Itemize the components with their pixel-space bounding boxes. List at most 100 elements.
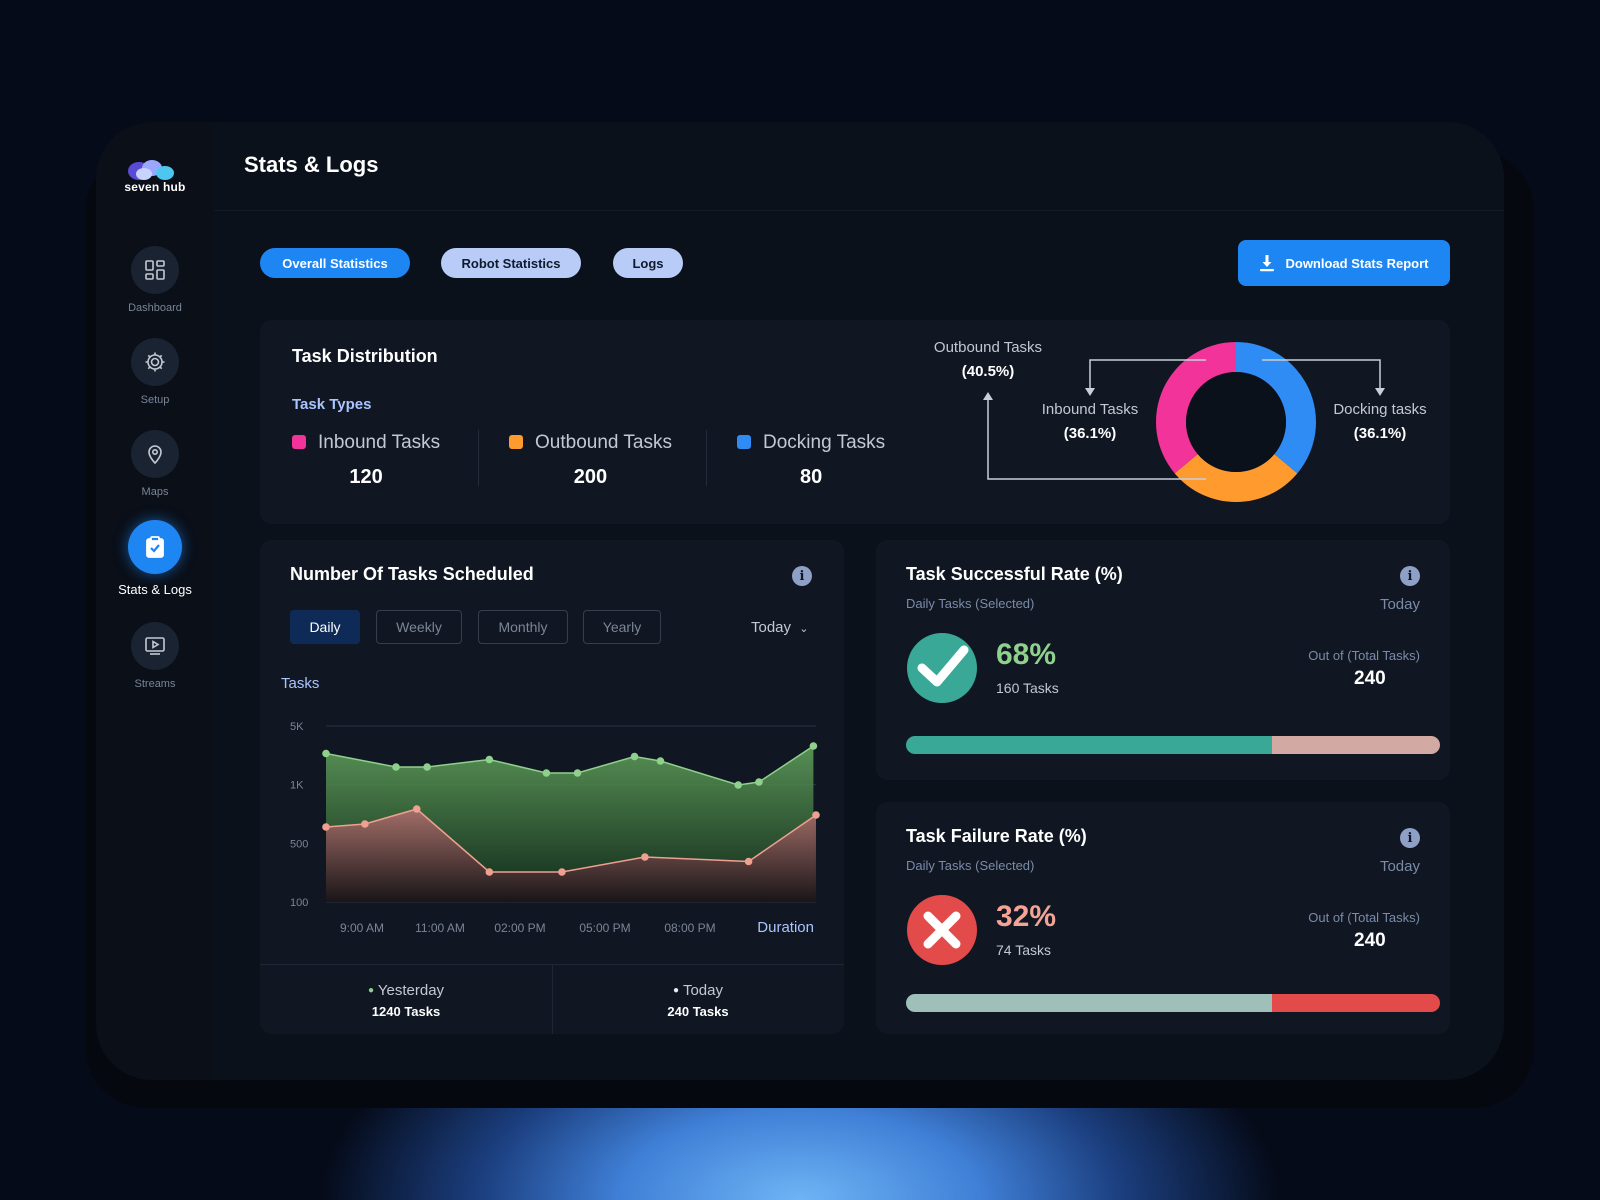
tab-logs[interactable]: Logs <box>613 248 683 278</box>
data-point[interactable] <box>322 749 330 758</box>
data-point[interactable] <box>423 763 431 771</box>
legend-inbound: Inbound Tasks 120 <box>292 432 440 489</box>
period-monthly[interactable]: Monthly <box>478 610 568 644</box>
data-point[interactable] <box>558 868 566 876</box>
task-distribution-card: Task Distribution Task Types Inbound Tas… <box>260 320 1450 524</box>
donut-slice-outbound[interactable] <box>1174 454 1298 503</box>
legend-label: Inbound Tasks <box>318 432 441 453</box>
sidebar-item-streams[interactable]: Streams <box>96 622 214 690</box>
data-point[interactable] <box>573 769 582 777</box>
x-tick-label: 08:00 PM <box>664 921 715 935</box>
footer-today: ● Today 240 Tasks <box>552 982 844 1019</box>
app-logo[interactable]: seven hub <box>120 158 190 194</box>
x-tick-label: 11:00 AM <box>415 921 465 935</box>
info-icon[interactable]: i <box>1400 566 1420 586</box>
success-rate-card: Task Successful Rate (%) i Daily Tasks (… <box>876 540 1450 780</box>
failure-total: 240 <box>1354 930 1386 951</box>
data-point[interactable] <box>744 857 753 866</box>
sidebar: seven hub Dashboard Setup <box>96 122 214 1080</box>
data-point[interactable] <box>630 752 639 761</box>
sidebar-item-setup[interactable]: Setup <box>96 338 214 406</box>
docking-swatch <box>737 435 751 449</box>
y-tick-label: 1K <box>290 780 304 792</box>
dashboard-icon <box>131 246 179 294</box>
footer-divider-vertical <box>552 964 553 1034</box>
legend-docking: Docking Tasks 80 <box>737 432 885 489</box>
sidebar-item-dashboard[interactable]: Dashboard <box>96 246 214 314</box>
y-tick-label: 5K <box>290 721 304 733</box>
data-point[interactable] <box>322 823 330 831</box>
tab-overall-statistics[interactable]: Overall Statistics <box>260 248 410 278</box>
tab-robot-statistics[interactable]: Robot Statistics <box>441 248 581 278</box>
success-period: Today <box>1379 596 1420 613</box>
tasks-area-chart: Tasks 5K 1K 500 100 9:00 AM 11:00 AM 02:00 PM… <box>281 675 820 936</box>
data-point[interactable] <box>755 778 763 786</box>
success-progress-bar <box>906 736 1440 754</box>
failure-progress-bar <box>906 994 1440 1012</box>
map-pin-icon <box>131 430 179 478</box>
legend-divider <box>706 430 707 486</box>
sidebar-item-stats-logs[interactable]: Stats & Logs <box>96 520 214 597</box>
x-circle-icon <box>907 895 977 965</box>
success-progress-rest <box>1271 736 1440 754</box>
donut-slice-inbound[interactable] <box>1156 342 1236 474</box>
period-weekly[interactable]: Weekly <box>376 610 462 644</box>
donut-hole <box>1186 372 1286 472</box>
data-point[interactable] <box>641 853 649 861</box>
sidebar-item-label: Maps <box>141 486 169 498</box>
donut-slice-docking[interactable] <box>1236 342 1316 474</box>
series-area-1 <box>326 809 816 902</box>
legend-value: 80 <box>799 466 823 488</box>
legend-value: 200 <box>573 466 608 488</box>
legend-label: Outbound Tasks <box>535 432 672 453</box>
task-types-label: Task Types <box>292 396 372 413</box>
callout-value: (36.1%) <box>1063 425 1117 442</box>
callout-label: Inbound Tasks <box>1041 401 1139 418</box>
callout-value: (36.1%) <box>1353 425 1407 442</box>
chevron-down-icon: ⌄ <box>799 623 809 635</box>
x-tick-label: 02:00 PM <box>494 921 545 935</box>
failure-rate-title: Task Failure Rate (%) <box>906 826 1087 846</box>
callout-label: Docking tasks <box>1333 401 1427 418</box>
footer-value: 240 Tasks <box>667 1004 729 1019</box>
callout-lines <box>987 359 1381 480</box>
data-point[interactable] <box>485 868 494 876</box>
dot-icon: ● <box>673 985 680 996</box>
range-select[interactable]: Today ⌄ <box>751 619 808 636</box>
data-point[interactable] <box>734 781 743 789</box>
success-tasks: 160 Tasks <box>996 680 1059 696</box>
period-daily[interactable]: Daily <box>290 610 360 644</box>
data-point[interactable] <box>812 811 820 819</box>
data-point[interactable] <box>392 763 400 771</box>
data-point[interactable] <box>485 755 494 764</box>
success-total: 240 <box>1354 668 1386 689</box>
data-point[interactable] <box>412 805 421 813</box>
legend-value: 120 <box>349 466 383 488</box>
outbound-swatch <box>509 435 523 449</box>
data-point[interactable] <box>656 757 665 765</box>
x-tick-label: 9:00 AM <box>340 921 384 935</box>
sidebar-item-maps[interactable]: Maps <box>96 430 214 498</box>
tasks-scheduled-title: Number Of Tasks Scheduled <box>290 564 534 584</box>
legend-divider <box>478 430 479 486</box>
success-rate-title: Task Successful Rate (%) <box>906 564 1123 584</box>
data-point[interactable] <box>542 769 551 777</box>
success-progress-fill <box>906 736 1272 754</box>
data-point[interactable] <box>361 820 369 828</box>
failure-percent: 32% <box>996 900 1057 933</box>
legend-outbound: Outbound Tasks 200 <box>509 432 672 489</box>
info-icon[interactable]: i <box>1400 828 1420 848</box>
header-divider <box>214 210 1504 211</box>
success-percent: 68% <box>996 638 1057 671</box>
failure-rate-card: Task Failure Rate (%) i Daily Tasks (Sel… <box>876 802 1450 1034</box>
clipboard-check-icon <box>128 520 182 574</box>
app-name: seven hub <box>124 180 186 194</box>
footer-value: 1240 Tasks <box>371 1004 441 1019</box>
inbound-swatch <box>292 435 306 449</box>
download-stats-button[interactable]: Download Stats Report <box>1238 240 1450 286</box>
info-icon[interactable]: i <box>792 566 812 586</box>
page-title: Stats & Logs <box>244 152 379 177</box>
period-yearly[interactable]: Yearly <box>583 610 661 644</box>
data-point[interactable] <box>809 742 818 750</box>
failure-progress-fill <box>1271 994 1440 1012</box>
